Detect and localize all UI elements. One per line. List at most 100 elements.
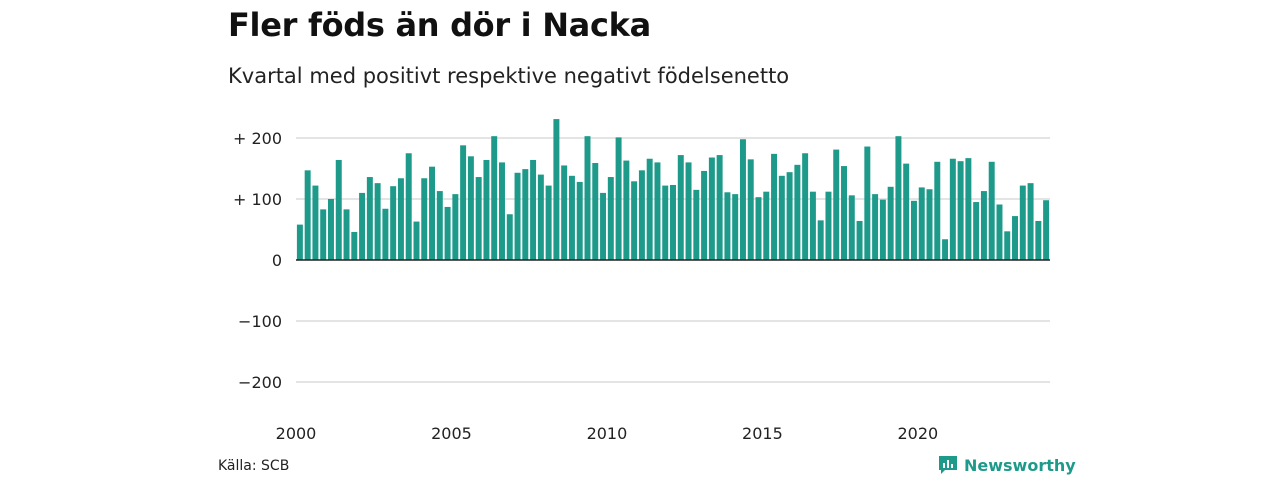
- x-tick-label: 2005: [431, 424, 472, 443]
- bar: [771, 153, 778, 260]
- x-tick-label: 2020: [897, 424, 938, 443]
- bar: [973, 202, 980, 260]
- x-axis-labels: 2000 2005 2010 2015 2020: [276, 424, 939, 443]
- bar: [351, 231, 358, 260]
- bar: [607, 177, 614, 260]
- bar: [638, 170, 645, 260]
- newsworthy-logo-icon: [939, 456, 957, 474]
- bar: [514, 172, 521, 260]
- bar: [1035, 220, 1042, 260]
- bar: [724, 192, 731, 260]
- bar: [592, 163, 599, 260]
- bar: [343, 209, 350, 260]
- bar: [988, 161, 995, 260]
- bar: [965, 158, 972, 260]
- bar: [444, 206, 451, 260]
- y-axis-labels: + 200 + 100 0 −100 −200: [233, 129, 282, 392]
- bar: [794, 164, 801, 260]
- bar: [654, 162, 661, 260]
- bar: [382, 208, 389, 260]
- bar: [429, 166, 436, 260]
- bar: [677, 155, 684, 260]
- brand-logo: Newsworthy: [938, 455, 1076, 475]
- bar: [957, 161, 964, 260]
- bar: [390, 186, 397, 260]
- bar: [530, 159, 537, 260]
- bar: [910, 200, 917, 260]
- bar: [701, 170, 708, 260]
- bar: [996, 204, 1003, 260]
- bar: [491, 136, 498, 260]
- bar: [467, 156, 474, 260]
- bar: [856, 220, 863, 260]
- bar: [320, 209, 327, 260]
- bar: [693, 189, 700, 260]
- bars: [296, 119, 1050, 260]
- bar: [561, 165, 568, 260]
- bar: [918, 187, 925, 260]
- y-tick-label: + 100: [233, 190, 282, 209]
- bar: [522, 169, 529, 260]
- bar: [864, 146, 871, 260]
- bar: [786, 172, 793, 260]
- bar: [1004, 231, 1011, 260]
- bar: [879, 199, 886, 260]
- brand-name: Newsworthy: [964, 455, 1076, 475]
- chart-subtitle: Kvartal med positivt respektive negativt…: [228, 64, 790, 88]
- bar: [600, 192, 607, 260]
- bar: [755, 197, 762, 260]
- bar: [623, 160, 630, 260]
- bar: [848, 195, 855, 260]
- bar: [739, 139, 746, 260]
- bar: [553, 119, 560, 260]
- bar: [833, 149, 840, 260]
- bar: [1019, 185, 1026, 260]
- bar: [1027, 183, 1034, 260]
- bar: [537, 174, 544, 260]
- bar: [887, 186, 894, 260]
- bar: [304, 170, 311, 260]
- bar: [670, 184, 676, 260]
- bar: [809, 191, 816, 260]
- bar: [895, 136, 902, 260]
- bar: [747, 159, 754, 260]
- y-tick-label: 0: [272, 251, 282, 270]
- bar: [475, 177, 482, 260]
- bar: [327, 199, 334, 260]
- bar: [646, 158, 653, 260]
- bar: [483, 159, 490, 260]
- bar: [568, 175, 575, 260]
- bar: [926, 189, 933, 260]
- bar: [576, 181, 583, 260]
- bar: [405, 153, 412, 260]
- x-tick-label: 2010: [587, 424, 628, 443]
- bar: [499, 162, 505, 260]
- x-tick-label: 2000: [276, 424, 317, 443]
- bar: [335, 159, 342, 260]
- chart-title: Fler föds än dör i Nacka: [228, 6, 651, 44]
- x-tick-label: 2015: [742, 424, 783, 443]
- bar: [708, 157, 715, 260]
- bar: [545, 185, 552, 260]
- bar: [506, 214, 513, 260]
- bar: [763, 191, 770, 260]
- bar: [1012, 216, 1019, 260]
- y-tick-label: + 200: [233, 129, 282, 148]
- bar: [778, 175, 785, 260]
- bar: [366, 177, 373, 260]
- bar: [817, 220, 824, 260]
- bar: [942, 239, 949, 260]
- bar: [662, 185, 669, 260]
- bar: [825, 191, 832, 260]
- bar: [359, 192, 366, 260]
- bar: [732, 194, 739, 260]
- bar: [1043, 200, 1050, 260]
- bar: [949, 158, 956, 260]
- bar: [296, 224, 303, 260]
- source-note: Källa: SCB: [218, 458, 290, 474]
- bar: [685, 162, 692, 260]
- bar: [631, 181, 638, 260]
- bar: [934, 161, 941, 260]
- bar: [312, 185, 319, 260]
- bar: [452, 194, 459, 260]
